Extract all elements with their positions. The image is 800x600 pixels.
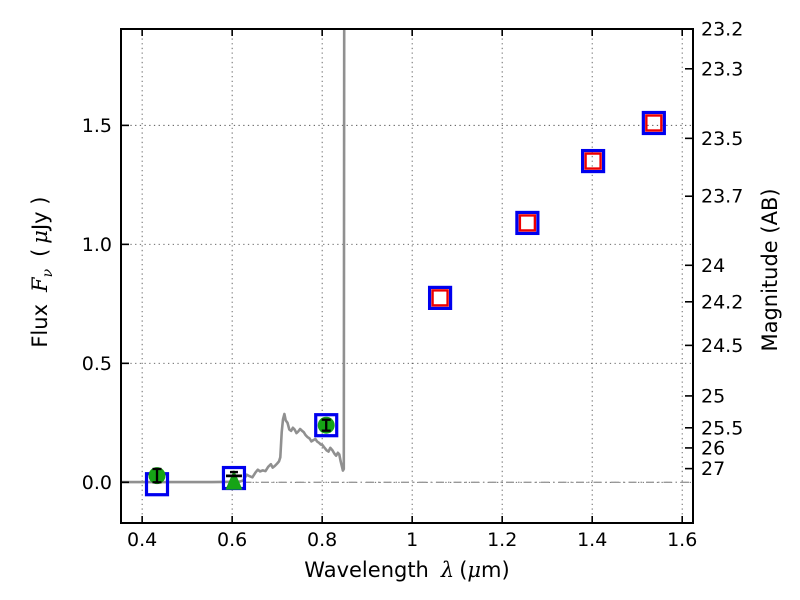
flux-tick-label: 0.5 xyxy=(82,353,112,375)
flux-tick-label: 1.5 xyxy=(82,115,112,137)
mag-tick-label: 24.2 xyxy=(701,291,743,313)
magnitude-axis-text: Magnitude (AB) xyxy=(758,188,782,352)
lambda-symbol: λ xyxy=(440,558,455,582)
mag-tick-label: 24 xyxy=(701,255,725,277)
xlabel-word: Wavelength xyxy=(304,558,429,582)
photometry-red-square xyxy=(518,214,537,232)
mag-tick-label: 25 xyxy=(701,385,725,407)
x-tick-label: 0.4 xyxy=(127,529,157,551)
x-tick-label: 1 xyxy=(406,529,418,551)
photometry-blue-square xyxy=(580,148,606,174)
xlabel-unit: m) xyxy=(481,558,510,582)
x-tick-label: 1.6 xyxy=(667,529,697,551)
wavelength-axis-label: Wavelength λ (μm) xyxy=(107,558,707,582)
mag-tick-label: 23.2 xyxy=(701,18,743,40)
photometry-blue-square xyxy=(641,110,666,136)
upper-limit-triangle xyxy=(225,469,243,490)
photometry-blue-square xyxy=(427,285,453,310)
flux-axis-label: Flux Fν ( μJy ) xyxy=(28,120,56,424)
x-tick-label: 1.2 xyxy=(487,529,517,551)
photometry-blue-square xyxy=(314,413,339,438)
flux-tick-label: 0.0 xyxy=(82,472,112,494)
ylabel-paren-open: ( xyxy=(27,248,52,257)
flux-tick-label: 1.0 xyxy=(82,234,112,256)
mu-symbol: μ xyxy=(467,558,482,582)
photometry-red-square xyxy=(584,152,602,170)
mag-tick-label: 26 xyxy=(701,437,725,459)
photometry-red-square xyxy=(431,289,449,307)
mag-tick-label: 23.7 xyxy=(701,186,743,208)
mag-tick-label: 25.5 xyxy=(701,417,743,439)
magnitude-axis-label: Magnitude (AB) xyxy=(758,118,782,422)
photometry-red-square xyxy=(645,114,663,132)
model-spectrum-line xyxy=(121,29,346,484)
photometry-blue-square xyxy=(515,210,540,236)
x-tick-label: 1.4 xyxy=(577,529,607,551)
x-tick-label: 0.8 xyxy=(307,529,337,551)
mag-tick-label: 24.5 xyxy=(701,335,743,357)
plot-frame xyxy=(120,28,694,524)
ylabel-unit: Jy ) xyxy=(27,196,52,231)
mu-symbol: μ xyxy=(27,230,52,244)
nu-subscript: ν xyxy=(40,268,57,278)
xlabel-paren-open: ( xyxy=(459,558,468,582)
mag-tick-label: 27 xyxy=(701,458,725,480)
mag-tick-label: 23.3 xyxy=(701,58,743,80)
mag-tick-label: 23.5 xyxy=(701,128,743,150)
flux-F-symbol: F xyxy=(27,277,52,292)
x-tick-label: 0.6 xyxy=(217,529,247,551)
ylabel-word: Flux xyxy=(27,304,52,348)
